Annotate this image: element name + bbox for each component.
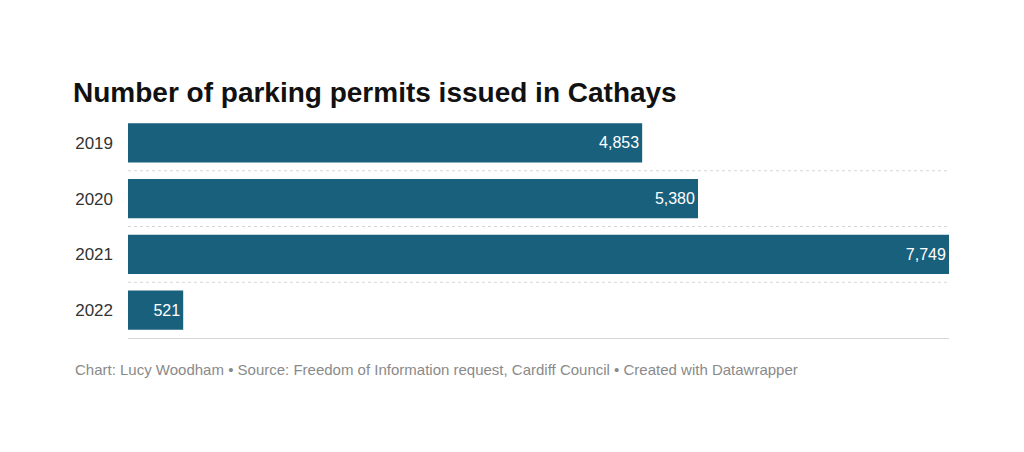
svg-text:Number of parking permits issu: Number of parking permits issued in Cath… bbox=[73, 77, 677, 108]
svg-text:5,380: 5,380 bbox=[655, 190, 695, 207]
svg-text:Chart: Lucy Woodham • Source:: Chart: Lucy Woodham • Source: Freedom of… bbox=[75, 361, 798, 378]
svg-text:4,853: 4,853 bbox=[599, 134, 639, 151]
svg-text:521: 521 bbox=[153, 302, 180, 319]
svg-text:2020: 2020 bbox=[75, 190, 113, 209]
svg-text:2021: 2021 bbox=[75, 245, 113, 264]
svg-text:2019: 2019 bbox=[75, 134, 113, 153]
svg-text:7,749: 7,749 bbox=[906, 246, 946, 263]
svg-text:2022: 2022 bbox=[75, 301, 113, 320]
